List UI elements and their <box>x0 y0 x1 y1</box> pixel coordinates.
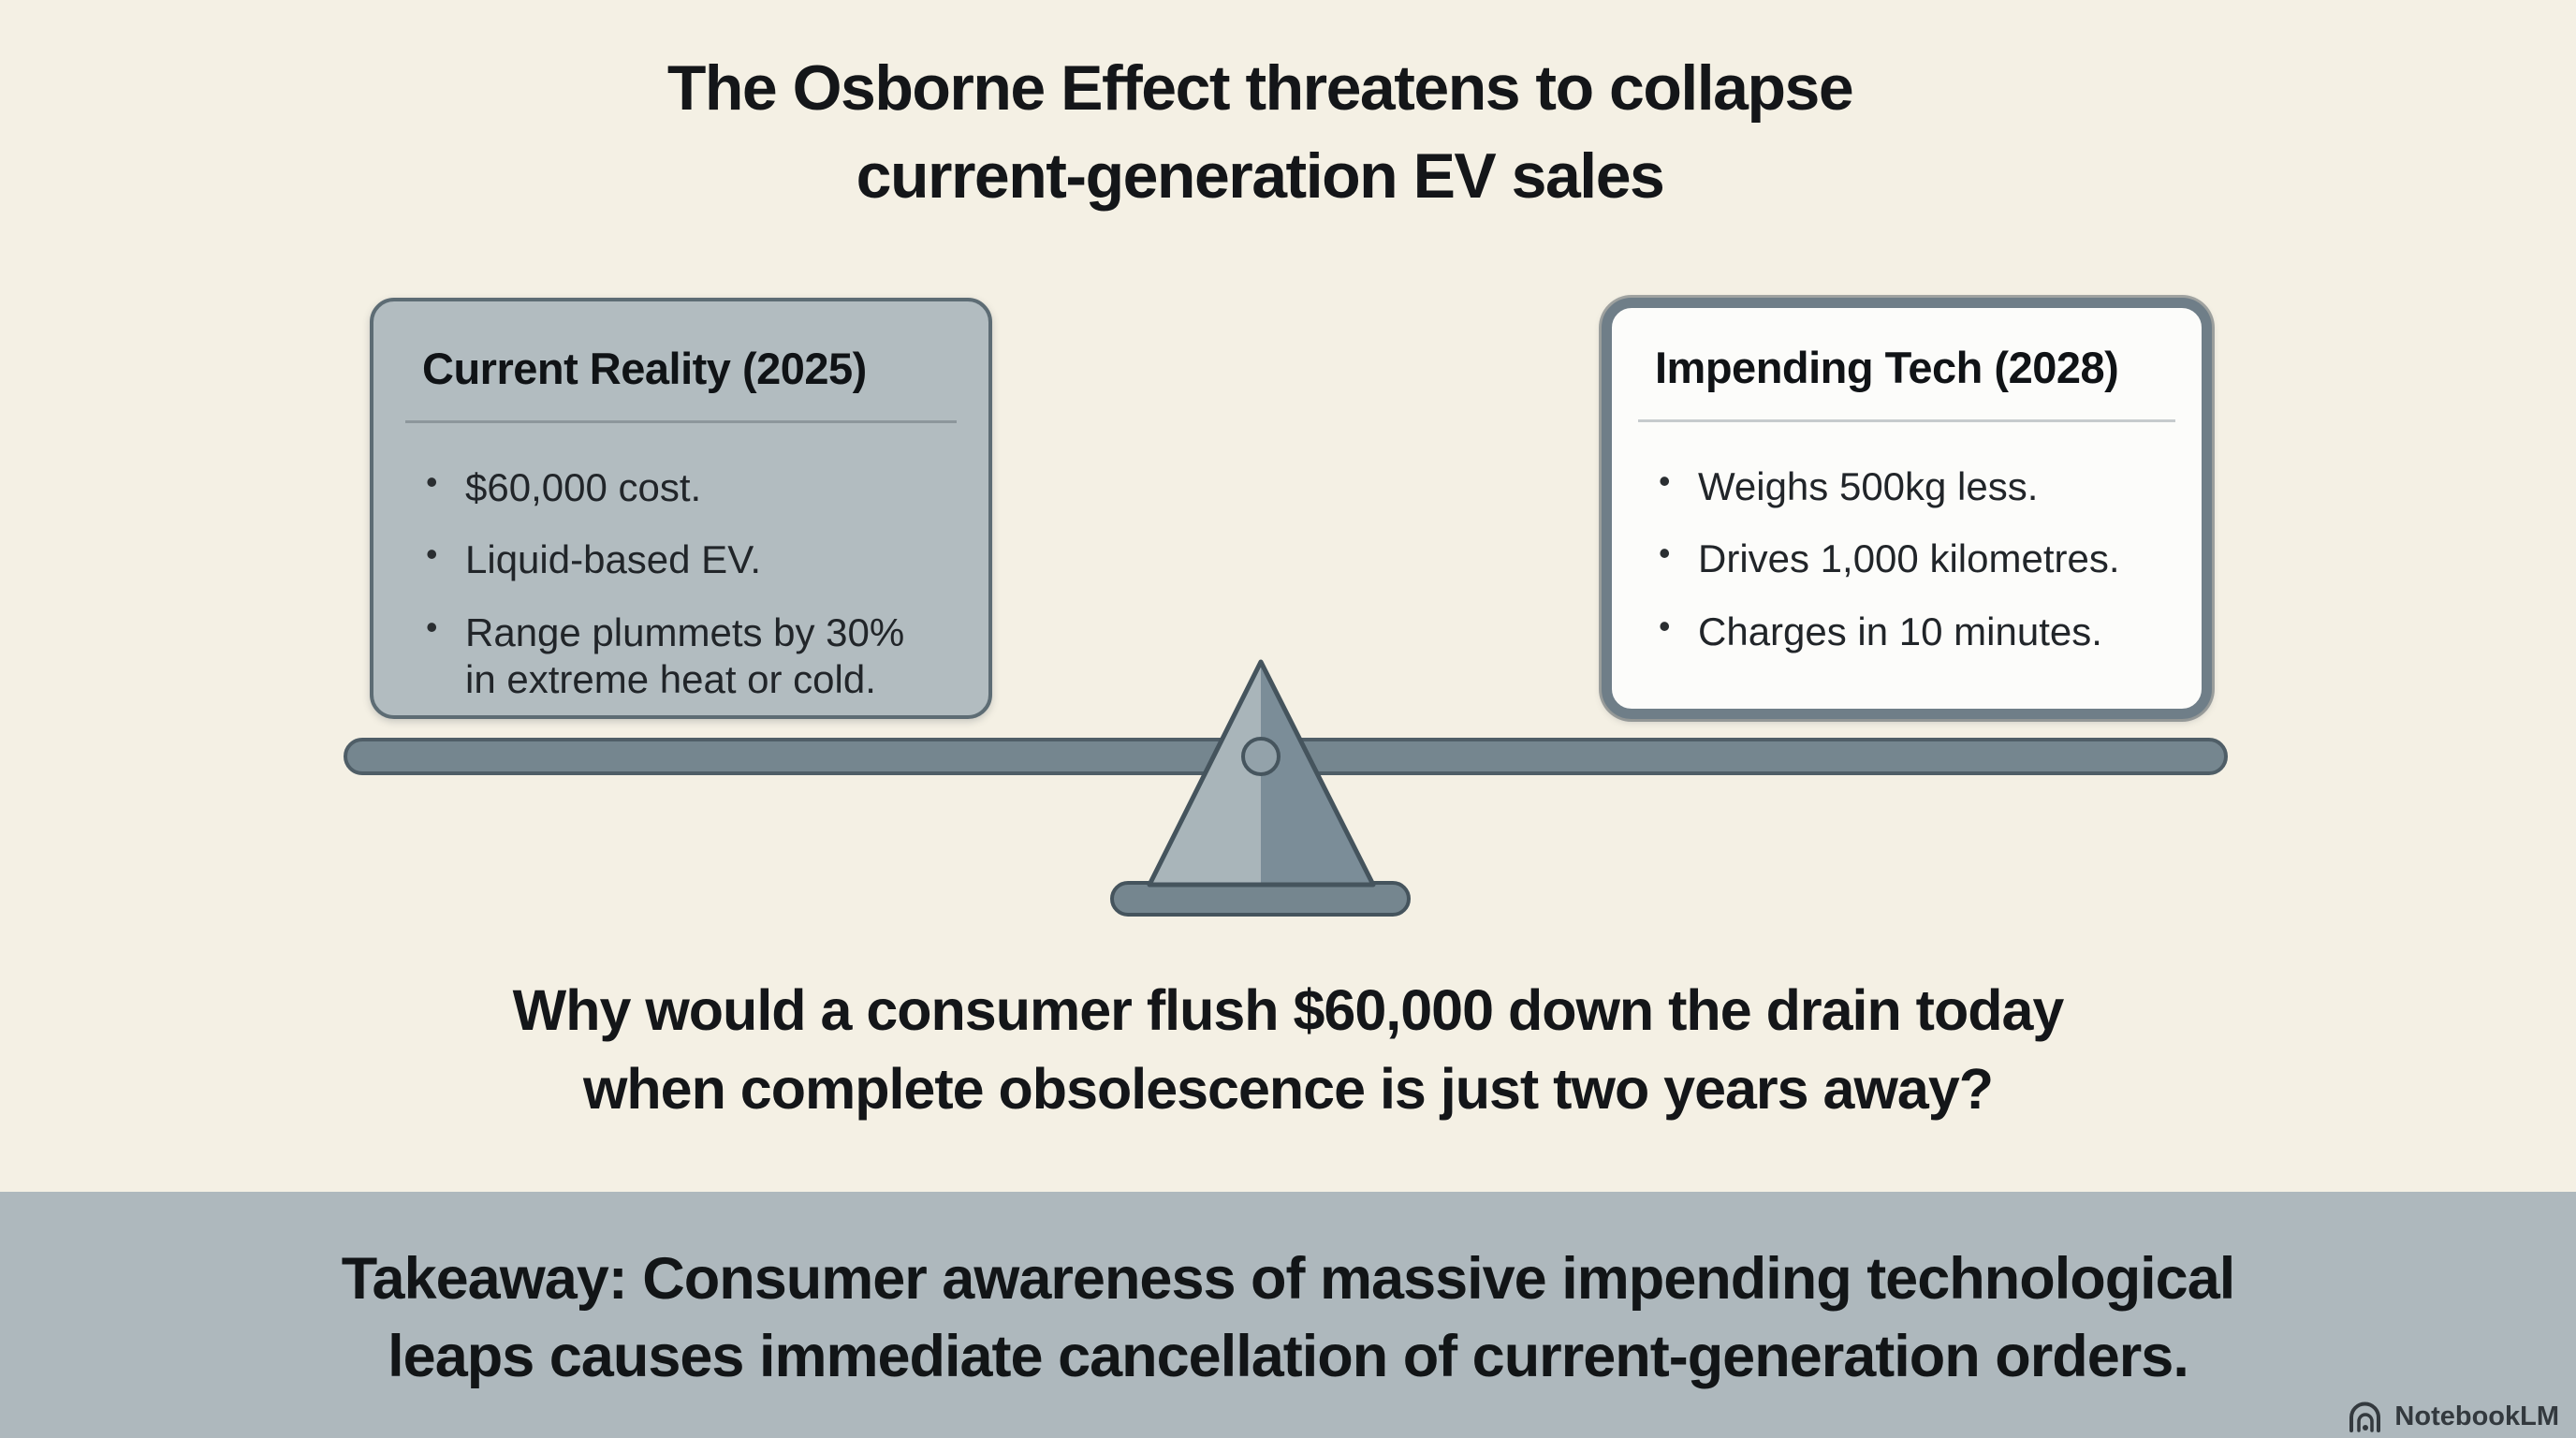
impending-tech-card: Impending Tech (2028) Weighs 500kg less.… <box>1602 298 2212 719</box>
triangle-outline <box>1147 659 1376 888</box>
list-item: $60,000 cost. <box>418 462 915 511</box>
current-reality-list: $60,000 cost. Liquid-based EV. Range plu… <box>418 462 944 704</box>
page-title: The Osborne Effect threatens to collapse… <box>0 45 2520 221</box>
watermark-label: NotebookLM <box>2394 1401 2559 1431</box>
list-item: Range plummets by 30% in extreme heat or… <box>418 608 915 704</box>
impending-tech-title: Impending Tech (2028) <box>1655 343 2119 392</box>
takeaway-line-1: Takeaway: Consumer awareness of massive … <box>341 1246 2236 1312</box>
question-line-1: Why would a consumer flush $60,000 down … <box>512 978 2065 1042</box>
title-line-1: The Osborne Effect threatens to collapse <box>666 52 1854 124</box>
list-item: Drives 1,000 kilometres. <box>1651 534 2162 582</box>
list-item: Liquid-based EV. <box>418 535 915 583</box>
impending-tech-list: Weighs 500kg less. Drives 1,000 kilometr… <box>1651 462 2162 655</box>
fulcrum-triangle <box>1110 659 1411 917</box>
card-divider <box>405 420 957 423</box>
current-reality-title: Current Reality (2025) <box>422 344 867 393</box>
takeaway-line-2: leaps causes immediate cancellation of c… <box>388 1324 2189 1390</box>
question-line-2: when complete obsolescence is just two y… <box>582 1056 1994 1121</box>
question-text: Why would a consumer flush $60,000 down … <box>0 972 2576 1128</box>
title-line-2: current-generation EV sales <box>856 139 1665 212</box>
notebooklm-watermark: NotebookLM <box>2348 1401 2559 1432</box>
list-item: Charges in 10 minutes. <box>1651 607 2162 655</box>
fulcrum-base <box>1110 881 1411 917</box>
card-divider <box>1638 419 2175 422</box>
current-reality-card: Current Reality (2025) $60,000 cost. Liq… <box>370 298 992 719</box>
takeaway-band: Takeaway: Consumer awareness of massive … <box>0 1192 2576 1438</box>
pivot-circle <box>1241 737 1281 776</box>
list-item: Weighs 500kg less. <box>1651 462 2162 510</box>
takeaway-text: Takeaway: Consumer awareness of massive … <box>0 1192 2576 1396</box>
notebooklm-logo-icon <box>2349 1401 2381 1432</box>
